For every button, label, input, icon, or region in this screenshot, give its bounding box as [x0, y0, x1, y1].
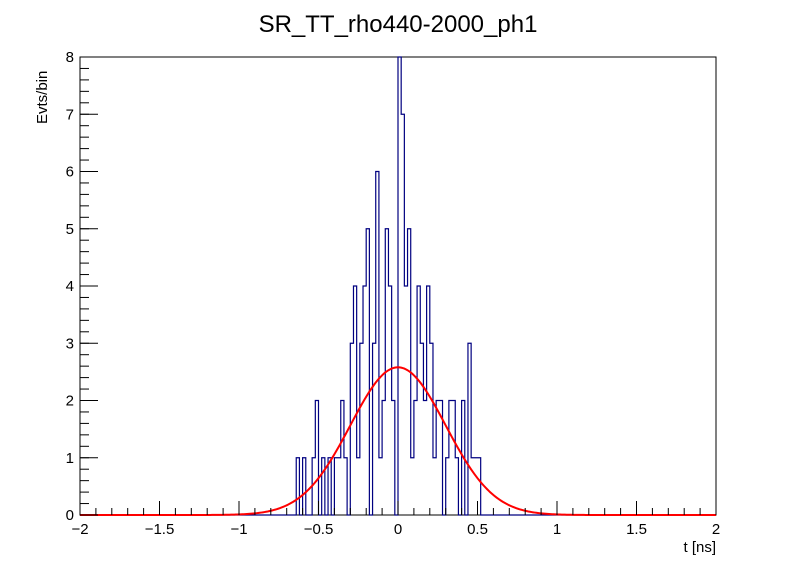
x-tick-label: −2	[71, 521, 88, 538]
x-tick-label: 1	[553, 521, 561, 538]
y-axis-label: Evts/bin	[34, 71, 51, 124]
y-tick-label: 2	[66, 393, 74, 410]
axes: −2 −1.5 −1 −0.5 0 0.5 1 1.5 2 0 1 2 3 4 5 6 7 8	[66, 49, 721, 538]
x-tick-label: 0.5	[467, 521, 488, 538]
y-tick-label: 4	[66, 278, 74, 295]
y-tick-label: 6	[66, 164, 74, 181]
y-tick-label: 5	[66, 221, 74, 238]
chart-title: SR_TT_rho440-2000_ph1	[259, 11, 538, 38]
histogram-series	[80, 56, 716, 516]
y-tick-label: 8	[66, 49, 74, 66]
x-tick-label: 1.5	[626, 521, 647, 538]
gaussian-fit-line	[80, 366, 716, 516]
x-tick-label: −0.5	[304, 521, 334, 538]
x-tick-label: 2	[712, 521, 720, 538]
x-tick-label: −1	[230, 521, 247, 538]
gaussian-fit-series	[80, 366, 716, 516]
y-tick-label: 1	[66, 450, 74, 467]
x-tick-label: 0	[394, 521, 402, 538]
x-axis-label: t [ns]	[683, 539, 716, 556]
y-tick-label: 0	[66, 507, 74, 524]
y-tick-label: 7	[66, 106, 74, 123]
x-tick-label: −1.5	[145, 521, 175, 538]
y-tick-label: 3	[66, 335, 74, 352]
histogram-line	[80, 56, 716, 516]
